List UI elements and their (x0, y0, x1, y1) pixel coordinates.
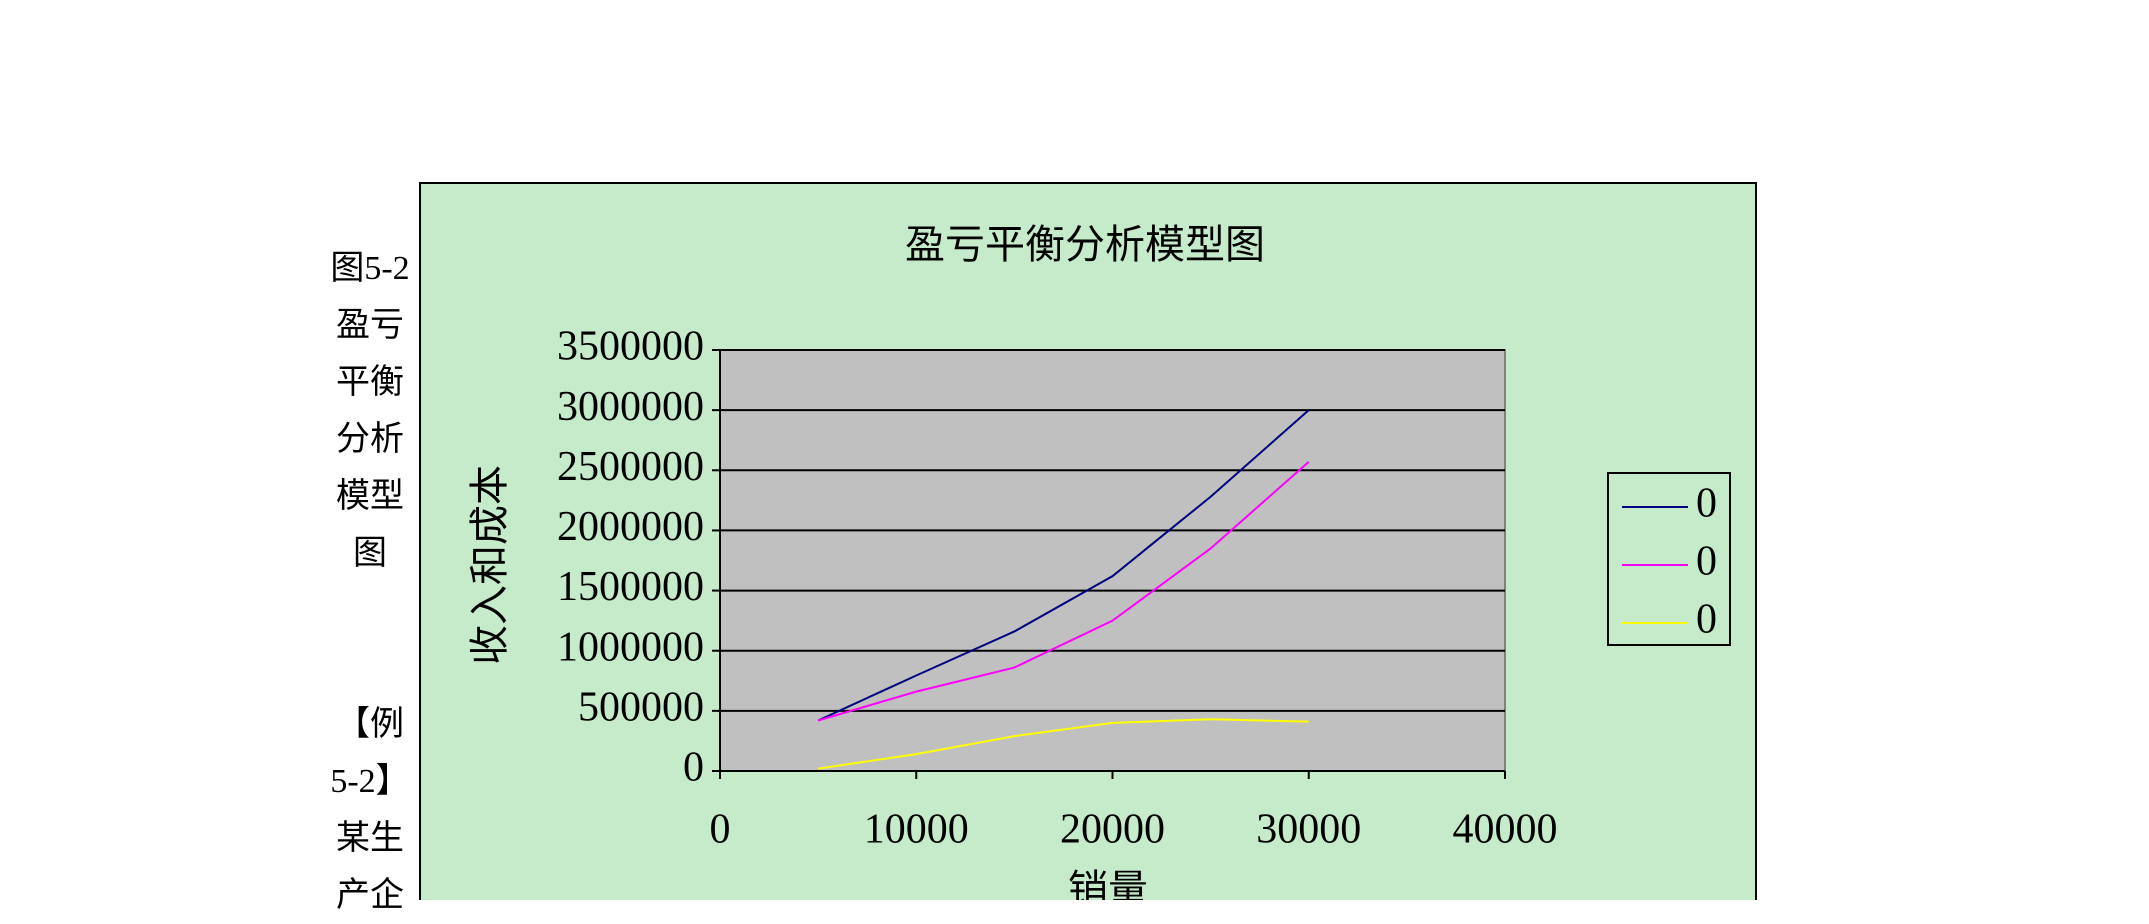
y-axis-label: 收入和成本 (467, 465, 513, 665)
x-tick-label: 20000 (1060, 807, 1165, 853)
y-tick-label: 3000000 (557, 384, 704, 430)
legend (1607, 472, 1731, 646)
y-tick-label: 500000 (578, 684, 704, 730)
y-tick-label: 2000000 (557, 504, 704, 550)
y-tick-label: 0 (683, 745, 704, 791)
chart-title: 盈亏平衡分析模型图 (905, 222, 1265, 268)
y-tick-label: 1000000 (557, 624, 704, 670)
y-tick-label: 2500000 (557, 444, 704, 490)
page: 图5-2盈亏平衡分析模型图 【例5-2】某生产企 盈亏平衡分析模型图 销量 收入… (330, 182, 1757, 914)
x-tick-label: 40000 (1453, 807, 1558, 853)
x-tick-label: 30000 (1256, 807, 1361, 853)
x-tick-label: 10000 (864, 807, 969, 853)
legend-label: 0 (1696, 597, 1717, 643)
legend-label: 0 (1696, 539, 1717, 585)
y-tick-label: 1500000 (557, 564, 704, 610)
y-tick-label: 3500000 (557, 324, 704, 370)
series-line (817, 718, 1309, 770)
x-tick-label: 0 (710, 807, 731, 853)
caption: 图5-2盈亏平衡分析模型图 (330, 250, 410, 572)
series-line (817, 461, 1310, 722)
series-line (817, 409, 1310, 722)
chart: 盈亏平衡分析模型图 销量 收入和成本 050000010000001500000… (419, 182, 1757, 900)
legend-label: 0 (1696, 481, 1717, 527)
x-axis-label: 销量 (1068, 867, 1148, 900)
plot-area (719, 349, 1506, 772)
